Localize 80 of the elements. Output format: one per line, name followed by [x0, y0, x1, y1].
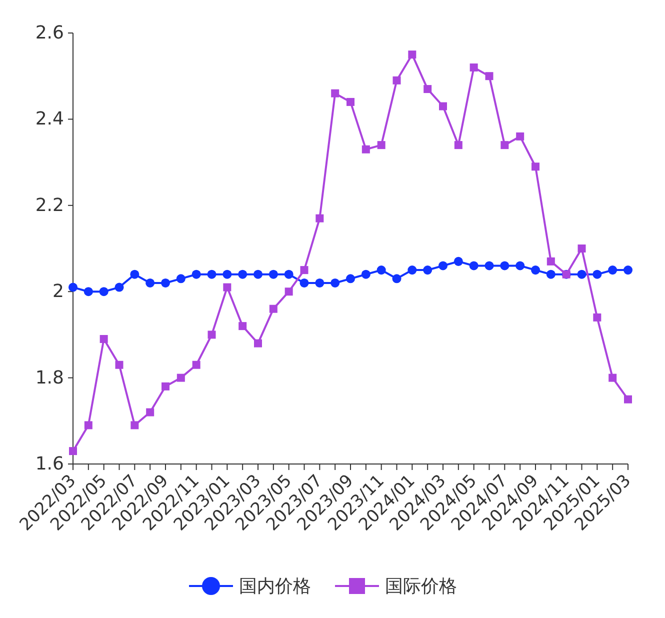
point: [346, 98, 354, 106]
point: [377, 141, 386, 150]
point: [99, 287, 108, 296]
point: [484, 261, 494, 270]
point: [500, 261, 510, 270]
point: [624, 395, 632, 404]
point: [69, 447, 77, 456]
point: [284, 288, 293, 296]
point: [176, 374, 185, 382]
point: [192, 360, 200, 369]
point: [208, 330, 216, 339]
point: [578, 244, 586, 252]
point: [608, 374, 617, 382]
point: [68, 282, 78, 292]
point: [392, 274, 402, 284]
point: [470, 63, 478, 72]
point: [454, 256, 463, 266]
point: [516, 261, 525, 270]
y-tick-label: 1.8: [35, 367, 64, 388]
point: [392, 76, 401, 84]
point: [192, 270, 201, 279]
point: [577, 270, 586, 279]
point: [315, 278, 324, 288]
point: [176, 274, 186, 284]
point: [115, 360, 124, 369]
legend-label: 国内价格: [238, 575, 311, 598]
y-tick-label: 2: [52, 281, 64, 302]
point: [423, 266, 432, 275]
point: [408, 50, 416, 59]
point: [454, 141, 462, 150]
point: [330, 278, 340, 288]
point: [408, 266, 417, 275]
point: [223, 283, 232, 292]
point: [331, 89, 340, 98]
y-tick-label: 2.4: [35, 108, 64, 130]
point: [608, 266, 618, 275]
point: [362, 145, 370, 154]
point: [623, 266, 633, 275]
point: [84, 421, 92, 430]
point: [500, 141, 509, 150]
point: [146, 408, 154, 416]
point: [162, 382, 170, 390]
point: [485, 72, 494, 80]
point: [592, 270, 602, 279]
point: [300, 278, 309, 288]
point: [376, 266, 386, 275]
point: [593, 313, 602, 322]
point: [532, 162, 540, 171]
point: [130, 421, 139, 430]
point: [238, 270, 248, 279]
point: [546, 257, 555, 266]
point: [269, 304, 278, 313]
y-tick-label: 1.6: [35, 454, 64, 474]
point: [100, 335, 108, 344]
point: [146, 278, 155, 288]
point: [439, 102, 447, 110]
y-tick-label: 2.2: [35, 194, 64, 216]
point: [469, 261, 478, 270]
point: [84, 287, 93, 296]
point: [160, 278, 170, 288]
point: [516, 132, 524, 140]
point: [222, 270, 232, 279]
point: [424, 85, 432, 94]
point: [530, 266, 540, 275]
point: [361, 270, 370, 279]
legend-label: 国际价格: [384, 575, 457, 598]
point: [253, 270, 263, 279]
point: [130, 270, 140, 279]
point: [238, 322, 247, 330]
point: [546, 270, 556, 279]
point: [254, 339, 262, 348]
point: [114, 282, 124, 292]
point: [284, 270, 294, 279]
point: [438, 261, 448, 270]
point: [268, 270, 278, 279]
y-tick-label: 2.6: [35, 22, 64, 44]
point: [207, 270, 216, 279]
point: [300, 266, 308, 274]
point: [346, 274, 356, 284]
point: [316, 214, 324, 222]
